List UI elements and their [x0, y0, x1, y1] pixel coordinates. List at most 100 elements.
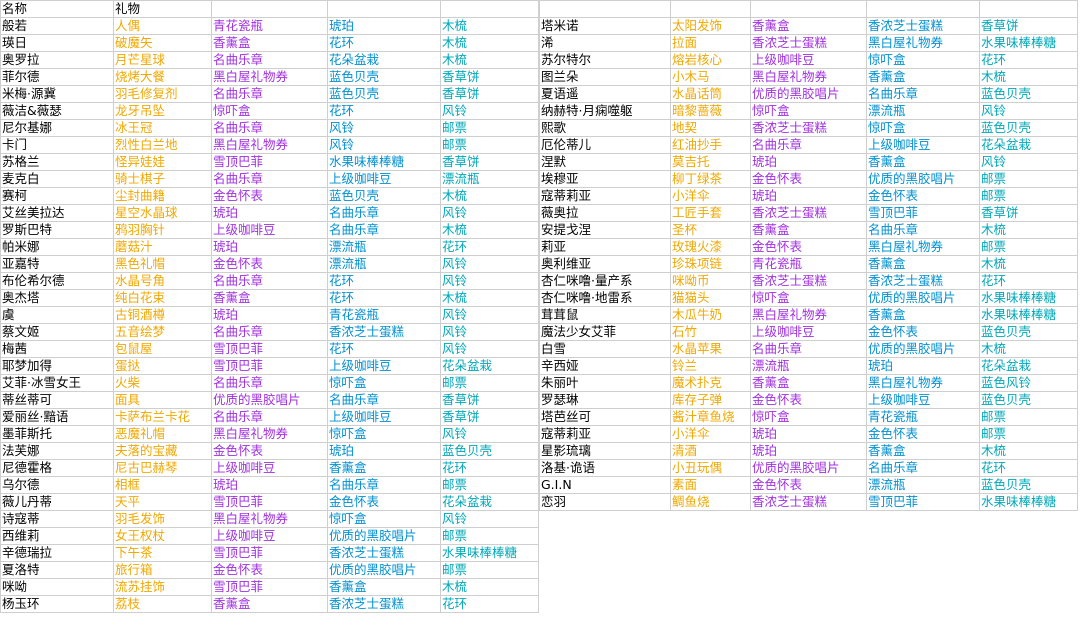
exclusive-gift-cell[interactable]: 蘑菇汁 — [113, 238, 212, 256]
character-name-cell[interactable]: 法芙娜 — [0, 442, 114, 460]
gift-cell-2[interactable]: 金色怀表 — [750, 476, 867, 494]
gift-cell-2[interactable]: 雪顶巴菲 — [211, 493, 328, 511]
gift-cell-3[interactable]: 香薰盒 — [866, 306, 980, 324]
character-name-cell[interactable]: 尼德霍格 — [0, 459, 114, 477]
exclusive-gift-cell[interactable]: 熔岩核心 — [670, 51, 751, 69]
gift-cell-4[interactable]: 花环 — [979, 459, 1078, 477]
character-name-cell[interactable]: 莉亚 — [539, 238, 671, 256]
exclusive-gift-cell[interactable]: 龙牙吊坠 — [113, 102, 212, 120]
gift-cell-4[interactable]: 风铃 — [979, 102, 1078, 120]
gift-cell-2[interactable]: 香薰盒 — [750, 374, 867, 392]
exclusive-gift-cell[interactable]: 铃兰 — [670, 357, 751, 375]
character-name-cell[interactable]: G.I.N — [539, 476, 671, 494]
character-name-cell[interactable]: 涅默 — [539, 153, 671, 171]
gift-cell-2[interactable]: 青花瓷瓶 — [750, 255, 867, 273]
exclusive-gift-cell[interactable]: 相框 — [113, 476, 212, 494]
exclusive-gift-cell[interactable]: 圣杯 — [670, 221, 751, 239]
gift-cell-2[interactable]: 上级咖啡豆 — [211, 221, 328, 239]
gift-cell-4[interactable]: 木梳 — [440, 221, 539, 239]
gift-cell-2[interactable]: 琥珀 — [750, 153, 867, 171]
gift-cell-4[interactable]: 邮票 — [440, 561, 539, 579]
gift-cell-3[interactable]: 蓝色贝壳 — [327, 85, 441, 103]
character-name-cell[interactable]: 帕米娜 — [0, 238, 114, 256]
gift-cell-3[interactable]: 花环 — [327, 102, 441, 120]
exclusive-gift-cell[interactable]: 地契 — [670, 119, 751, 137]
gift-cell-3[interactable]: 名曲乐章 — [866, 459, 980, 477]
gift-cell-2[interactable]: 香薰盒 — [750, 17, 867, 35]
gift-cell-3[interactable]: 名曲乐章 — [327, 476, 441, 494]
exclusive-gift-cell[interactable]: 库存子弹 — [670, 391, 751, 409]
blank-cell[interactable] — [979, 0, 1078, 18]
character-name-cell[interactable]: 安提戈涅 — [539, 221, 671, 239]
gift-cell-4[interactable]: 邮票 — [440, 136, 539, 154]
gift-cell-3[interactable]: 优质的黑胶唱片 — [866, 289, 980, 307]
gift-cell-4[interactable]: 花环 — [979, 272, 1078, 290]
exclusive-gift-cell[interactable]: 火柴 — [113, 374, 212, 392]
exclusive-gift-cell[interactable]: 水晶号角 — [113, 272, 212, 290]
gift-cell-4[interactable]: 邮票 — [440, 374, 539, 392]
gift-cell-4[interactable]: 香草饼 — [440, 408, 539, 426]
character-name-cell[interactable]: 寇蒂莉亚 — [539, 425, 671, 443]
gift-cell-2[interactable]: 漂流瓶 — [750, 357, 867, 375]
gift-cell-2[interactable]: 名曲乐章 — [211, 408, 328, 426]
gift-cell-3[interactable]: 惊吓盒 — [327, 425, 441, 443]
gift-cell-3[interactable]: 香浓芝士蛋糕 — [327, 323, 441, 341]
exclusive-gift-cell[interactable]: 烧烤大餐 — [113, 68, 212, 86]
gift-cell-3[interactable]: 香薰盒 — [866, 68, 980, 86]
gift-cell-3[interactable]: 金色怀表 — [866, 323, 980, 341]
gift-cell-3[interactable]: 香浓芝士蛋糕 — [327, 595, 441, 613]
gift-cell-3[interactable]: 上级咖啡豆 — [866, 136, 980, 154]
exclusive-gift-cell[interactable]: 下午茶 — [113, 544, 212, 562]
exclusive-gift-cell[interactable]: 天平 — [113, 493, 212, 511]
gift-cell-4[interactable]: 香草饼 — [440, 85, 539, 103]
exclusive-gift-cell[interactable]: 莫吉托 — [670, 153, 751, 171]
exclusive-gift-cell[interactable]: 魔术扑克 — [670, 374, 751, 392]
gift-cell-3[interactable]: 琥珀 — [866, 357, 980, 375]
exclusive-gift-cell[interactable]: 流苏挂饰 — [113, 578, 212, 596]
gift-cell-4[interactable]: 花朵盆栽 — [979, 136, 1078, 154]
gift-cell-2[interactable]: 上级咖啡豆 — [750, 51, 867, 69]
gift-cell-4[interactable]: 木梳 — [440, 187, 539, 205]
character-name-cell[interactable]: 塔米诺 — [539, 17, 671, 35]
gift-cell-2[interactable]: 惊吓盒 — [750, 289, 867, 307]
gift-cell-2[interactable]: 香薰盒 — [750, 221, 867, 239]
character-name-cell[interactable]: 塔芭丝可 — [539, 408, 671, 426]
character-name-cell[interactable]: 爱丽丝·黯语 — [0, 408, 114, 426]
gift-cell-3[interactable]: 上级咖啡豆 — [327, 357, 441, 375]
exclusive-gift-cell[interactable]: 尘封曲籍 — [113, 187, 212, 205]
gift-cell-2[interactable]: 金色怀表 — [750, 391, 867, 409]
gift-cell-3[interactable]: 漂流瓶 — [866, 476, 980, 494]
character-name-cell[interactable]: 杏仁咪噜·量产系 — [539, 272, 671, 290]
gift-cell-4[interactable]: 蓝色贝壳 — [979, 85, 1078, 103]
gift-cell-3[interactable]: 水果味棒棒糖 — [327, 153, 441, 171]
gift-cell-2[interactable]: 琥珀 — [750, 425, 867, 443]
gift-cell-3[interactable]: 琥珀 — [327, 442, 441, 460]
gift-cell-3[interactable]: 花环 — [327, 289, 441, 307]
exclusive-gift-cell[interactable]: 水晶苹果 — [670, 340, 751, 358]
character-name-cell[interactable]: 纳赫特·月痫噬躯 — [539, 102, 671, 120]
gift-cell-4[interactable]: 花环 — [440, 595, 539, 613]
character-name-cell[interactable]: 奥利维亚 — [539, 255, 671, 273]
gift-cell-2[interactable]: 香薰盒 — [211, 595, 328, 613]
gift-cell-4[interactable]: 花朵盆栽 — [440, 493, 539, 511]
gift-cell-4[interactable]: 邮票 — [979, 238, 1078, 256]
gift-cell-3[interactable]: 黑白屋礼物券 — [866, 34, 980, 52]
character-name-cell[interactable]: 薇奥拉 — [539, 204, 671, 222]
exclusive-gift-cell[interactable]: 猫猫头 — [670, 289, 751, 307]
character-name-cell[interactable]: 蔡文姬 — [0, 323, 114, 341]
gift-cell-2[interactable]: 名曲乐章 — [211, 323, 328, 341]
gift-cell-3[interactable]: 琥珀 — [327, 17, 441, 35]
gift-cell-4[interactable]: 风铃 — [440, 204, 539, 222]
gift-cell-2[interactable]: 琥珀 — [211, 238, 328, 256]
gift-cell-4[interactable]: 木梳 — [440, 51, 539, 69]
character-name-cell[interactable]: 布伦希尔德 — [0, 272, 114, 290]
character-name-cell[interactable]: 埃穆亚 — [539, 170, 671, 188]
exclusive-gift-cell[interactable]: 旅行箱 — [113, 561, 212, 579]
exclusive-gift-cell[interactable]: 柳丁绿茶 — [670, 170, 751, 188]
gift-cell-2[interactable]: 琥珀 — [750, 187, 867, 205]
gift-cell-3[interactable]: 优质的黑胶唱片 — [327, 561, 441, 579]
character-name-cell[interactable]: 瑛日 — [0, 34, 114, 52]
gift-cell-2[interactable]: 上级咖啡豆 — [211, 527, 328, 545]
exclusive-gift-cell[interactable]: 暗黎蔷薇 — [670, 102, 751, 120]
gift-cell-2[interactable]: 金色怀表 — [750, 170, 867, 188]
